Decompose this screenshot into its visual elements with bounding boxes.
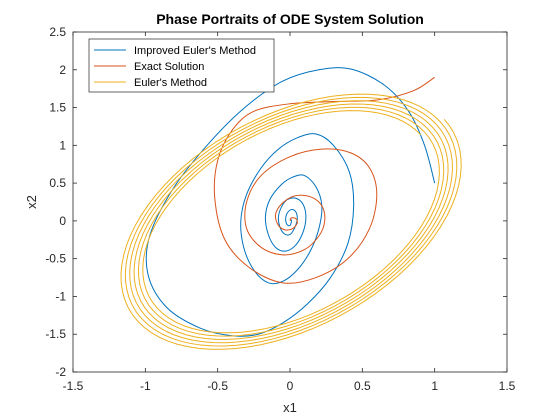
series-layer bbox=[120, 67, 462, 350]
legend: Improved Euler's Method Exact Solution E… bbox=[88, 38, 275, 93]
y-tick-label: 1 bbox=[59, 138, 66, 152]
y-tick-label: 2.5 bbox=[49, 25, 66, 39]
y-ticks: -2 -1.5 -1 -0.5 0 0.5 1 1.5 2 2.5 bbox=[45, 25, 507, 379]
series-line-improved-euler bbox=[145, 67, 436, 337]
legend-entry-euler: Euler's Method bbox=[134, 77, 207, 89]
legend-entry-exact: Exact Solution bbox=[134, 61, 204, 73]
legend-entry-improved-euler: Improved Euler's Method bbox=[134, 45, 256, 57]
y-tick-label: -1 bbox=[55, 289, 66, 303]
y-tick-label: 0 bbox=[59, 214, 66, 228]
x-ticks: -1.5 -1 -0.5 0 0.5 1 1.5 bbox=[63, 32, 516, 393]
x-tick-label: 0 bbox=[287, 379, 294, 393]
y-tick-label: 0.5 bbox=[49, 176, 66, 190]
x-tick-label: 0.5 bbox=[354, 379, 371, 393]
series-line-euler bbox=[120, 93, 462, 350]
y-axis-label: x2 bbox=[24, 195, 39, 209]
x-tick-label: -1.5 bbox=[63, 379, 84, 393]
x-tick-label: 1 bbox=[431, 379, 438, 393]
chart-title: Phase Portraits of ODE System Solution bbox=[156, 11, 424, 27]
y-tick-label: 2 bbox=[59, 63, 66, 77]
x-tick-label: 1.5 bbox=[499, 379, 516, 393]
x-tick-label: -1 bbox=[140, 379, 151, 393]
y-tick-label: -2 bbox=[55, 365, 66, 379]
x-axis-label: x1 bbox=[283, 400, 297, 415]
y-tick-label: -1.5 bbox=[45, 327, 66, 341]
y-tick-label: 1.5 bbox=[49, 101, 66, 115]
y-tick-label: -0.5 bbox=[45, 252, 66, 266]
x-tick-label: -0.5 bbox=[207, 379, 228, 393]
